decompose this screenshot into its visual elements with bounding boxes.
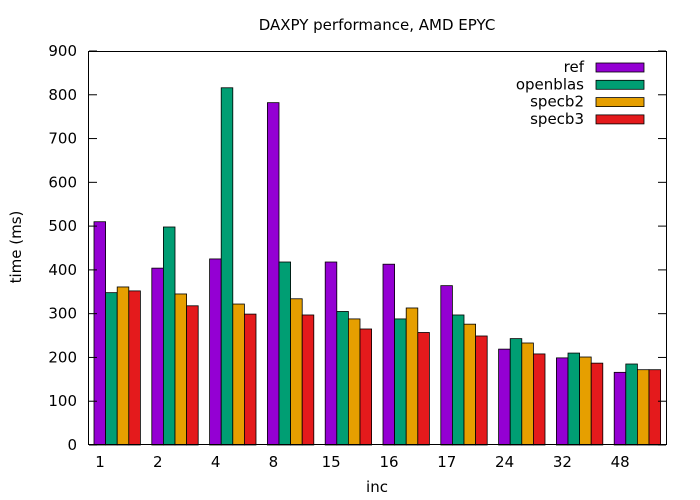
x-tick-label: 16	[379, 453, 398, 471]
bar-specb2-2	[174, 293, 188, 446]
bar-openblas-17	[451, 314, 465, 446]
y-tick-label: 300	[48, 305, 77, 323]
bar-specb2-1	[116, 286, 130, 446]
ticks-group: 1 2 4 8 15 16 17 24 32 48010020030040050060070080…	[48, 42, 666, 471]
bar-specb3-32	[590, 362, 604, 446]
x-tick-label: 8	[269, 453, 279, 471]
y-axis-label: time (ms)	[7, 211, 25, 284]
bar-openblas-48	[625, 363, 638, 446]
bar-openblas-1	[105, 292, 118, 446]
bar-openblas-24	[509, 338, 523, 446]
bar-openblas-4	[220, 87, 234, 446]
bar-ref-16	[382, 263, 396, 446]
bar-openblas-8	[278, 261, 292, 446]
bar-ref-8	[266, 102, 280, 446]
bar-ref-24	[498, 348, 511, 446]
y-tick-label: 500	[48, 217, 77, 235]
bar-openblas-16	[394, 318, 407, 446]
bar-specb2-32	[579, 356, 592, 446]
y-tick-label: 700	[48, 130, 77, 148]
bar-specb2-4	[232, 303, 245, 446]
bar-openblas-15	[336, 311, 349, 446]
y-tick-label: 200	[48, 348, 77, 366]
bar-specb3-8	[301, 314, 315, 446]
bar-ref-4	[209, 258, 222, 446]
bar-specb3-2	[186, 305, 199, 446]
bar-specb3-15	[359, 328, 373, 446]
bar-ref-32	[556, 357, 569, 446]
bar-specb2-24	[521, 342, 534, 446]
x-tick-label: 2	[153, 453, 163, 471]
legend-swatch-specb2	[595, 97, 645, 107]
legend-label-openblas: openblas	[516, 75, 584, 93]
bar-specb3-1	[128, 290, 141, 446]
bar-ref-17	[440, 285, 453, 446]
bar-openblas-2	[162, 226, 176, 446]
x-tick-label: 4	[211, 453, 221, 471]
y-tick-label: 0	[67, 436, 77, 454]
x-tick-label: 48	[611, 453, 630, 471]
x-tick-label: 15	[322, 453, 341, 471]
legend-swatch-specb3	[595, 114, 645, 125]
bar-ref-2	[151, 267, 164, 446]
x-tick-label: 24	[495, 453, 514, 471]
legend-label-specb2: specb2	[530, 93, 584, 111]
x-tick-label: 1	[95, 453, 105, 471]
y-tick-label: 900	[48, 42, 77, 60]
chart-title: DAXPY performance, AMD EPYC	[259, 16, 496, 34]
y-tick-label: 600	[48, 173, 77, 191]
bar-specb2-16	[405, 307, 419, 446]
bar-specb3-24	[533, 353, 546, 446]
bar-ref-48	[613, 371, 627, 446]
y-tick-label: 400	[48, 261, 77, 279]
bar-specb3-48	[648, 369, 662, 446]
legend-label-specb3: specb3	[530, 110, 584, 128]
bar-ref-1	[93, 221, 107, 446]
bar-specb2-48	[637, 369, 650, 446]
bars-group	[93, 87, 662, 446]
x-axis-label: inc	[366, 478, 388, 496]
y-tick-label: 800	[48, 86, 77, 104]
bar-specb2-15	[347, 318, 361, 446]
bar-specb3-17	[475, 335, 488, 446]
y-tick-label: 100	[48, 392, 77, 410]
legend-label-ref: ref	[564, 58, 585, 76]
bar-specb2-8	[290, 298, 303, 446]
plot-frame	[88, 51, 667, 445]
x-tick-label: 32	[553, 453, 572, 471]
x-tick-label: 17	[437, 453, 456, 471]
legend-swatch-ref	[595, 62, 645, 73]
bar-specb2-17	[463, 323, 477, 446]
bar-openblas-32	[567, 352, 581, 446]
bar-specb3-16	[417, 332, 430, 446]
bar-ref-15	[324, 261, 338, 446]
bar-specb3-4	[243, 313, 257, 446]
legend-swatch-openblas	[595, 79, 645, 90]
